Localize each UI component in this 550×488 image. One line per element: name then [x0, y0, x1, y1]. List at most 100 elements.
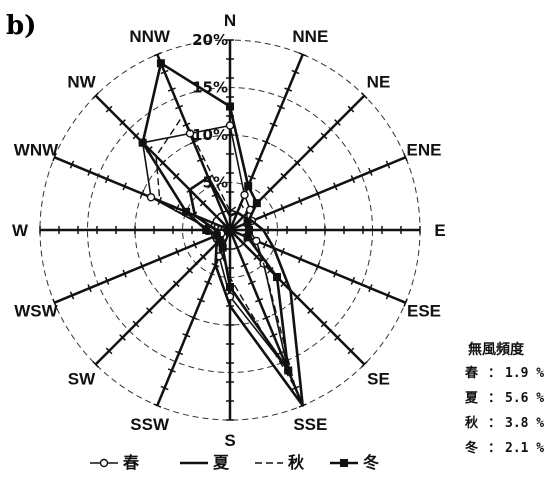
point-0-NNE — [240, 190, 249, 200]
point-3-NNE — [244, 182, 253, 191]
legend-label-0: 春 — [122, 453, 140, 472]
calm-season-0: 春 — [464, 365, 479, 381]
direction-label-NW: NW — [67, 73, 96, 92]
tick-SE-8 — [280, 280, 288, 288]
tick-NW-10 — [159, 159, 167, 167]
point-0-N — [225, 121, 235, 130]
tick-NW-16 — [119, 119, 126, 126]
tick-NE-6 — [266, 186, 274, 194]
tick-SW-4 — [199, 253, 207, 261]
calm-value-3: 2.1 % — [505, 441, 544, 456]
tick-NW-14 — [132, 132, 140, 140]
tick-ENE-18 — [385, 160, 391, 169]
calm-separator-2: ： — [488, 416, 501, 431]
point-3-NE — [252, 199, 261, 208]
tick-WNW-16 — [87, 167, 92, 176]
direction-label-WSW: WSW — [14, 301, 58, 320]
direction-label-SSE: SSE — [293, 415, 327, 434]
tick-WSW-18 — [69, 291, 75, 300]
point-3-W — [202, 226, 211, 234]
tick-NNE-18 — [291, 69, 300, 75]
tick-NW-2 — [213, 213, 220, 220]
tick-NNE-16 — [284, 87, 293, 92]
tick-ENE-8 — [297, 196, 303, 205]
tick-NE-8 — [280, 172, 288, 180]
direction-label-NE: NE — [367, 73, 391, 92]
tick-SSW-14 — [175, 350, 184, 356]
tick-NNE-6 — [247, 175, 256, 180]
calm-season-2: 秋 — [465, 415, 479, 431]
tick-ESE-20 — [403, 298, 408, 307]
tick-NE-14 — [320, 132, 328, 140]
tick-WSW-4 — [192, 240, 198, 249]
direction-label-S: S — [224, 431, 235, 450]
tick-NNE-20 — [298, 52, 307, 57]
direction-label-W: W — [12, 221, 29, 240]
point-3-E — [245, 226, 253, 234]
tick-NNW-12 — [182, 122, 191, 127]
point-3-ENE — [243, 218, 252, 227]
calm-season-1: 夏 — [464, 391, 479, 406]
tick-SSW-16 — [167, 368, 176, 373]
ring-label-3: 15% — [192, 79, 228, 97]
tick-SE-16 — [334, 334, 341, 341]
tick-WSW-2 — [210, 233, 215, 242]
tick-ENE-20 — [403, 153, 408, 162]
tick-NNW-16 — [167, 87, 176, 92]
tick-SW-8 — [172, 280, 180, 288]
point-3-NW — [138, 138, 147, 147]
point-3-WSW — [212, 231, 221, 240]
calm-season-3: 冬 — [465, 440, 478, 456]
tick-SSE-4 — [240, 262, 249, 268]
tick-ESE-12 — [333, 269, 338, 278]
tick-ESE-18 — [385, 291, 391, 300]
series-line-2 — [155, 115, 297, 389]
tick-WSW-6 — [175, 247, 180, 256]
tick-SSE-12 — [269, 333, 278, 338]
tick-NNW-10 — [189, 140, 198, 145]
point-3-SSE — [284, 366, 293, 375]
tick-WNW-2 — [210, 218, 215, 227]
tick-NE-18 — [347, 105, 355, 113]
tick-ESE-6 — [280, 247, 285, 256]
tick-NNW-14 — [175, 104, 184, 110]
tick-WNW-12 — [122, 182, 127, 191]
direction-label-NNW: NNW — [129, 27, 171, 46]
tick-ENE-4 — [262, 211, 268, 220]
tick-WSW-14 — [104, 276, 110, 285]
tick-NNE-14 — [276, 104, 285, 110]
tick-ESE-10 — [315, 262, 320, 271]
tick-SE-18 — [347, 347, 355, 355]
point-3-SW — [215, 236, 224, 245]
tick-SSE-10 — [262, 315, 271, 320]
tick-NNE-10 — [262, 140, 271, 145]
direction-label-WNW: WNW — [14, 141, 59, 160]
point-3-N — [226, 102, 234, 111]
calm-separator-0: ： — [488, 366, 501, 381]
tick-SW-10 — [159, 293, 167, 301]
point-0-ESE — [252, 236, 261, 246]
tick-WNW-20 — [52, 153, 57, 162]
tick-WSW-20 — [52, 298, 57, 307]
tick-NNW-2 — [218, 210, 227, 215]
point-3-SE — [273, 273, 282, 282]
direction-label-E: E — [434, 221, 445, 240]
point-3-S — [226, 283, 234, 291]
tick-ESE-8 — [297, 255, 303, 264]
tick-ESE-4 — [262, 240, 268, 249]
tick-ENE-12 — [333, 182, 338, 191]
point-3-WNW — [182, 207, 191, 216]
tick-NNE-8 — [255, 157, 264, 163]
tick-NE-16 — [334, 119, 341, 126]
tick-ENE-6 — [280, 204, 285, 213]
calm-value-2: 3.8 % — [505, 416, 544, 431]
tick-WSW-8 — [157, 255, 163, 264]
direction-label-ESE: ESE — [407, 301, 441, 320]
wind-rose-chart: NNNENEENEEESESESSESSSWSWWSWWWNWNWNNW0%5%… — [12, 11, 446, 450]
calm-separator-1: ： — [488, 391, 501, 406]
legend-label-2: 秋 — [288, 453, 305, 472]
tick-WSW-12 — [122, 269, 127, 278]
direction-label-SW: SW — [68, 369, 96, 388]
direction-label-N: N — [224, 11, 236, 30]
